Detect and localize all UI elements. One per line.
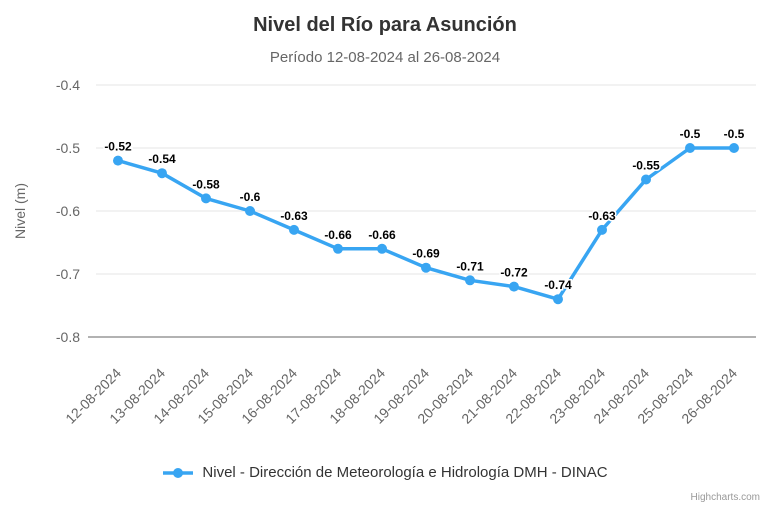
legend-item-nivel[interactable]: Nivel - Dirección de Meteorología e Hidr… bbox=[0, 464, 770, 481]
data-point-label: -0.63 bbox=[588, 209, 616, 223]
data-point-marker[interactable] bbox=[421, 262, 431, 273]
data-point-marker[interactable] bbox=[245, 206, 255, 216]
legend-series-label: Nivel - Dirección de Meteorología e Hidr… bbox=[202, 464, 608, 481]
chart-title: Nivel del Río para Asunción bbox=[253, 14, 517, 36]
data-point-marker[interactable] bbox=[113, 155, 123, 166]
data-point-marker[interactable] bbox=[509, 281, 519, 292]
data-point-label: -0.69 bbox=[412, 247, 440, 261]
data-point-marker[interactable] bbox=[377, 243, 387, 254]
data-point-label: -0.66 bbox=[368, 228, 396, 242]
data-point-label: -0.6 bbox=[240, 190, 261, 204]
legend-series-marker-icon bbox=[163, 467, 194, 478]
data-point-marker[interactable] bbox=[465, 275, 475, 286]
data-point-label: -0.55 bbox=[632, 159, 660, 173]
data-point-marker[interactable] bbox=[289, 224, 299, 235]
data-point-marker[interactable] bbox=[333, 243, 343, 254]
highcharts-credits-link[interactable]: Highcharts.com bbox=[690, 492, 760, 503]
data-point-marker[interactable] bbox=[553, 294, 563, 305]
data-point-marker[interactable] bbox=[597, 224, 607, 235]
data-point-label: -0.74 bbox=[544, 278, 572, 292]
data-point-label: -0.5 bbox=[724, 127, 745, 141]
data-point-label: -0.58 bbox=[192, 177, 220, 191]
chart-subtitle: Período 12-08-2024 al 26-08-2024 bbox=[269, 49, 501, 66]
data-point-label: -0.71 bbox=[456, 259, 484, 273]
data-point-label: -0.52 bbox=[104, 140, 132, 154]
data-point-label: -0.66 bbox=[324, 228, 352, 242]
data-point-label: -0.72 bbox=[500, 266, 528, 280]
data-point-marker[interactable] bbox=[157, 168, 167, 179]
data-point-label: -0.54 bbox=[148, 152, 176, 166]
data-point-label: -0.63 bbox=[280, 209, 308, 223]
data-point-marker[interactable] bbox=[201, 193, 211, 204]
data-point-marker[interactable] bbox=[641, 174, 651, 185]
data-point-marker[interactable] bbox=[729, 143, 739, 153]
y-axis-tick-label: -0.6 bbox=[56, 203, 80, 219]
data-point-marker[interactable] bbox=[685, 143, 695, 153]
y-axis-tick-label: -0.5 bbox=[56, 140, 80, 156]
y-axis-tick-label: -0.4 bbox=[56, 77, 80, 93]
data-point-label: -0.5 bbox=[680, 127, 701, 141]
y-axis-title: Nivel (m) bbox=[12, 183, 28, 239]
y-axis-tick-label: -0.7 bbox=[56, 266, 80, 282]
y-axis-tick-label: -0.8 bbox=[56, 329, 80, 345]
